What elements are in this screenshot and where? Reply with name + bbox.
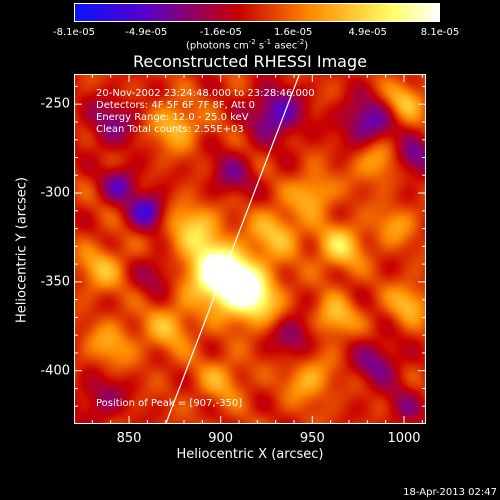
colorbar-tick-label: 1.6e-05 (273, 27, 313, 38)
y-axis-label: Heliocentric Y (arcsec) (14, 177, 30, 323)
annotation-clean-counts: Clean Total counts: 2.55E+03 (96, 124, 244, 135)
y-tick-label: -300 (40, 185, 70, 201)
colorbar-tick-label: -8.1e-05 (53, 27, 95, 38)
colorbar-units: (photons cm-2 s-1 asec-2) (186, 38, 309, 52)
annotation-energy-range: Energy Range: 12.0 - 25.0 keV (96, 112, 249, 123)
x-tick-label: 900 (208, 431, 234, 446)
heatmap-image (74, 74, 426, 424)
x-tick-label: 850 (116, 431, 142, 446)
colorbar-tick-label: -4.9e-05 (125, 27, 168, 38)
timestamp: 18-Apr-2013 02:47 (403, 487, 497, 498)
y-tick-label: -350 (40, 274, 70, 290)
colorbar (74, 3, 440, 22)
y-tick-label: -250 (40, 96, 70, 112)
y-tick-label: -400 (40, 363, 70, 379)
annotation-time-range: 20-Nov-2002 23:24:48.000 to 23:28:46.000 (96, 88, 315, 99)
chart-title: Reconstructed RHESSI Image (133, 52, 367, 71)
colorbar-tick-label: 4.9e-05 (348, 27, 387, 38)
annotation-detectors: Detectors: 4F 5F 6F 7F 8F, Att 0 (96, 100, 256, 111)
x-axis-label: Heliocentric X (arcsec) (176, 447, 324, 462)
plot-border (74, 74, 426, 424)
peak-position-label: Position of Peak = [907,-350] (96, 398, 243, 409)
x-tick-label: 950 (299, 431, 325, 446)
solar-limb-line (165, 73, 301, 425)
colorbar-tick-label: -1.6e-05 (199, 27, 242, 38)
x-tick-label: 1000 (387, 431, 421, 446)
colorbar-tick-label: 8.1e-05 (420, 27, 460, 38)
